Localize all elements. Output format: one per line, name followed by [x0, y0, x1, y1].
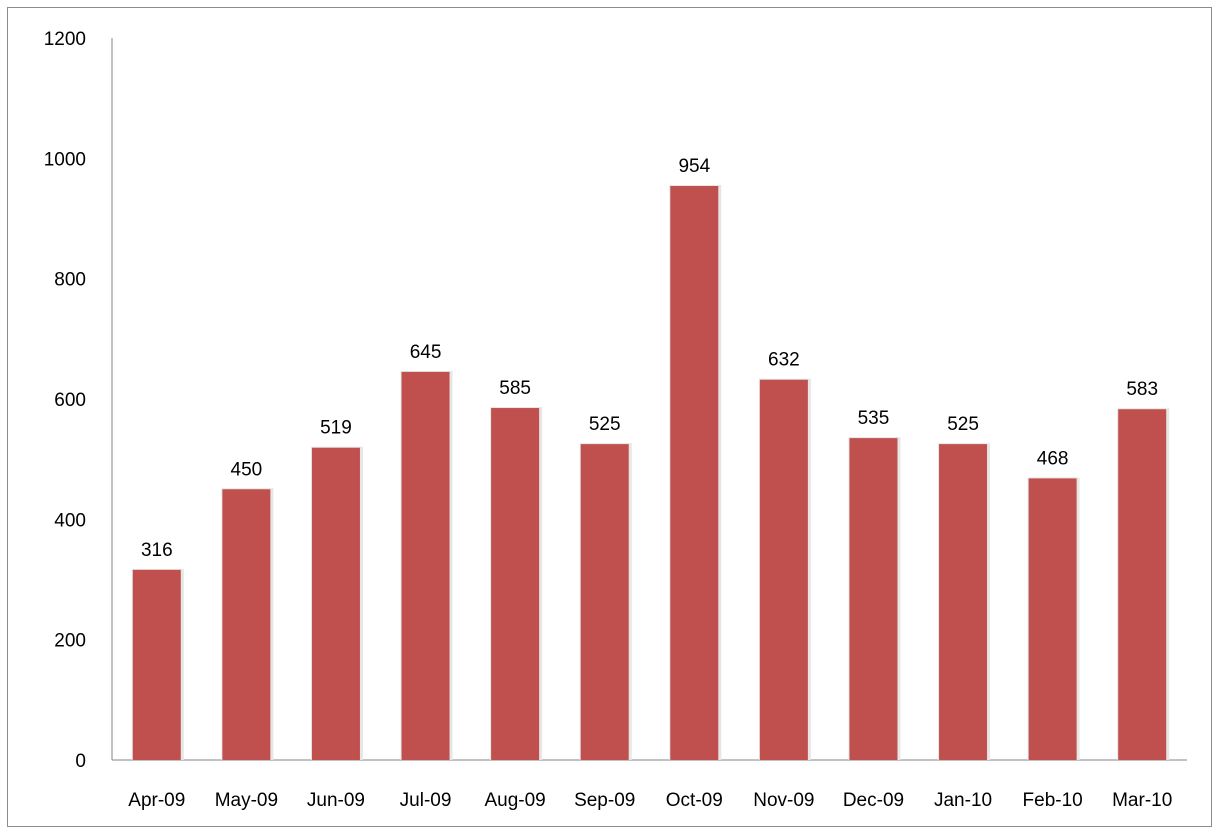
bar — [939, 444, 988, 760]
x-tick-label: Nov-09 — [753, 790, 814, 811]
bar-value-label: 525 — [947, 414, 979, 435]
bar-value-label: 450 — [231, 459, 263, 480]
y-tick-label: 1000 — [44, 149, 86, 170]
bar-value-label: 645 — [410, 342, 442, 363]
bar — [401, 371, 450, 760]
y-tick-labels: 0 200 400 600 800 1000 1200 — [44, 29, 86, 772]
y-axis: 0 200 400 600 800 1000 1200 — [44, 29, 113, 772]
x-tick-label: Apr-09 — [128, 790, 185, 811]
bar-value-label: 535 — [858, 408, 890, 429]
bar-value-label: 954 — [678, 156, 710, 177]
x-axis: Apr-09 May-09 Jun-09 Jul-09 Aug-09 Sep-09 Oct-… — [112, 759, 1187, 811]
x-tick-label: Oct-09 — [666, 790, 723, 811]
bar-value-label: 525 — [589, 414, 621, 435]
bar-value-label: 316 — [141, 540, 173, 561]
x-tick-label: Dec-09 — [843, 790, 904, 811]
bar — [759, 379, 808, 760]
bar-value-label: 468 — [1037, 448, 1069, 469]
bar-value-label: 632 — [768, 350, 800, 371]
y-tick-label: 600 — [54, 390, 86, 411]
x-tick-label: Aug-09 — [484, 790, 545, 811]
x-tick-label: Mar-10 — [1112, 790, 1172, 811]
bar — [491, 408, 540, 760]
bar — [222, 489, 271, 760]
bar-value-label: 583 — [1126, 379, 1158, 400]
x-tick-label: Feb-10 — [1023, 790, 1083, 811]
bar — [132, 569, 181, 760]
x-tick-label: May-09 — [215, 790, 278, 811]
bar — [670, 186, 719, 760]
y-tick-label: 1200 — [44, 29, 86, 50]
bar — [1118, 409, 1167, 760]
bar — [580, 444, 629, 760]
x-tick-label: Sep-09 — [574, 790, 635, 811]
bar — [311, 447, 360, 760]
x-tick-label: Jan-10 — [934, 790, 992, 811]
bar — [849, 438, 898, 760]
bars — [131, 185, 1170, 760]
bar-value-label: 585 — [499, 378, 531, 399]
y-tick-label: 200 — [54, 631, 86, 652]
data-labels: 316 450 519 645 585 525 954 632 535 525 468 583 — [141, 156, 1158, 561]
y-tick-label: 800 — [54, 270, 86, 291]
x-tick-labels: Apr-09 May-09 Jun-09 Jul-09 Aug-09 Sep-09 Oct-… — [128, 790, 1172, 811]
x-tick-label: Jun-09 — [307, 790, 365, 811]
bar — [1028, 478, 1077, 760]
bar-value-label: 519 — [320, 418, 352, 439]
y-tick-label: 0 — [75, 751, 86, 772]
y-tick-label: 400 — [54, 510, 86, 531]
x-tick-label: Jul-09 — [400, 790, 452, 811]
